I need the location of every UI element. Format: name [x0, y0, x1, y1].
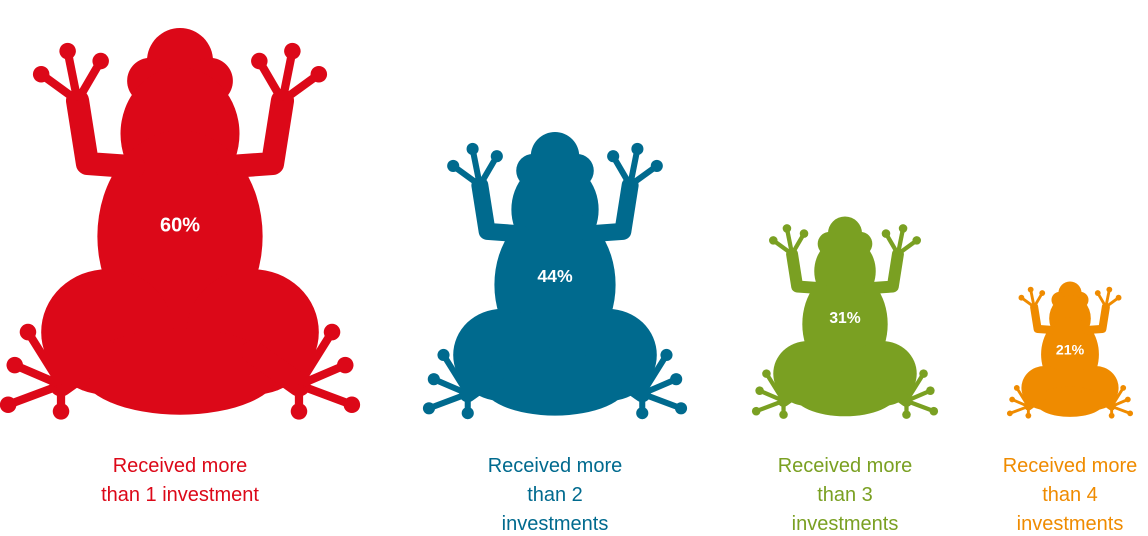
frog-finger-tip [1116, 295, 1122, 301]
frog-finger-tip [1019, 295, 1025, 301]
frog-toe-tip [423, 402, 435, 414]
frog-toe-tip [675, 402, 687, 414]
frog-toe-tip [344, 397, 361, 414]
frog-toe [1010, 406, 1029, 413]
frog-finger-tip [899, 224, 908, 233]
frog-finger-tip [1095, 290, 1101, 296]
frog-toe-tip [291, 403, 308, 420]
frog-toe-tip [636, 407, 648, 419]
frog-finger-tip [800, 229, 809, 238]
value-label: 21% [1056, 342, 1085, 358]
frog-finger-tip [447, 160, 459, 172]
frog-toe-tip [1109, 413, 1115, 419]
frog-toe-tip [0, 397, 16, 414]
frog-finger-tip [491, 150, 503, 162]
frog-finger-tip [1028, 287, 1034, 293]
frog-toe-tip [1120, 385, 1126, 391]
frog-toe-tip [902, 410, 911, 419]
frog-toe [756, 401, 783, 411]
frog-toe [429, 394, 468, 409]
category-label: Received more than 3 investments [765, 452, 925, 536]
frog-toe [642, 394, 681, 409]
frog-toe-tip [20, 324, 37, 341]
category-label: Received more than 4 investments [990, 452, 1148, 536]
frog-toe-tip [437, 349, 449, 361]
frog-finger-tip [783, 224, 792, 233]
frog-toe-tip [1025, 413, 1031, 419]
value-label: 60% [160, 215, 200, 237]
frog-finger-tip [651, 160, 663, 172]
frog-toe-tip [660, 349, 672, 361]
frog-toe-tip [1014, 385, 1020, 391]
frog-toe-tip [6, 357, 23, 374]
frog-toe-tip [762, 369, 771, 378]
frog-toe-tip [337, 357, 354, 374]
frog-finger-tip [769, 236, 778, 245]
frog-toe-tip [1009, 397, 1015, 403]
frog-toe-tip [926, 386, 935, 395]
frog-finger-tip [251, 53, 268, 70]
frog-finger-tip [92, 53, 109, 70]
category-label: Received more than 1 investment [100, 452, 260, 510]
frog-finger-tip [59, 43, 76, 60]
frog-finger-tip [1039, 290, 1045, 296]
frog-toe-tip [670, 373, 682, 385]
frog-finger-tip [631, 143, 643, 155]
frog-toe-tip [752, 407, 761, 416]
frog-finger-tip [1106, 287, 1112, 293]
frog-finger-tip [912, 236, 921, 245]
frog-toe-tip [1127, 410, 1133, 416]
frog-toe-tip [53, 403, 70, 420]
frog-toe [299, 385, 352, 405]
value-label: 44% [537, 266, 573, 286]
frog-toe-tip [324, 324, 341, 341]
frog-toe-tip [919, 369, 928, 378]
frog-finger-tip [607, 150, 619, 162]
frog-toe-tip [779, 410, 788, 419]
frog-finger-tip [33, 66, 50, 83]
frog-finger-tip [467, 143, 479, 155]
frog-toe-tip [1007, 410, 1013, 416]
frog-toe-tip [755, 386, 764, 395]
frog-toe [1112, 406, 1131, 413]
frog-finger-tip [882, 229, 891, 238]
frog-toe-tip [930, 407, 939, 416]
frog-toe-tip [462, 407, 474, 419]
value-label: 31% [829, 310, 860, 327]
frog-finger-tip [311, 66, 328, 83]
frog-finger-tip [284, 43, 301, 60]
category-label: Received more than 2 investments [475, 452, 635, 536]
page: 60%44%31%21% (() => { const data = JSON.… [0, 0, 1148, 536]
frog-toe-tip [428, 373, 440, 385]
frog-toe [906, 401, 933, 411]
frog-toe [8, 385, 61, 405]
frog-toe-tip [1125, 397, 1131, 403]
